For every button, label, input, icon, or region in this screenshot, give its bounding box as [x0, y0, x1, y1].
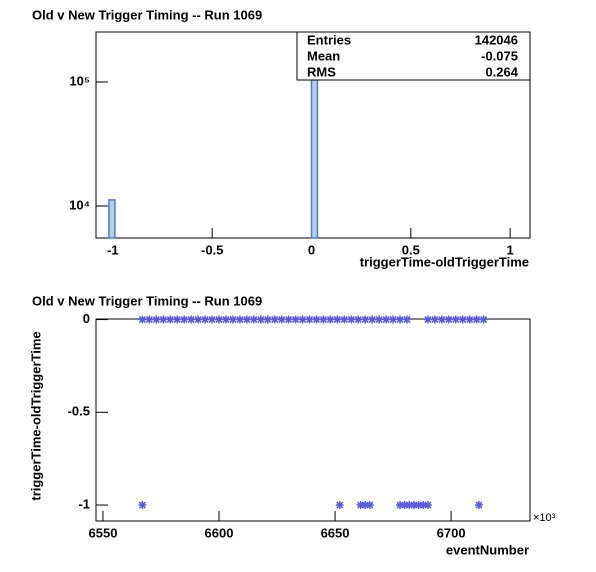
x-tick-label: 6700	[437, 525, 466, 540]
y-tick-label: -1	[78, 496, 90, 511]
point	[405, 501, 414, 510]
point	[152, 315, 161, 324]
chart-title: Old v New Trigger Timing -- Run 1069	[32, 7, 262, 22]
point	[291, 315, 300, 324]
point	[263, 315, 272, 324]
point	[159, 315, 168, 324]
point	[437, 315, 446, 324]
point	[145, 315, 154, 324]
x-tick-label: 1	[507, 242, 514, 257]
point	[400, 501, 409, 510]
point	[479, 315, 488, 324]
stats-value: 0.264	[485, 64, 518, 79]
point	[396, 315, 405, 324]
stats-label: Mean	[307, 48, 340, 63]
x-tick-label: 6550	[89, 525, 118, 540]
point	[382, 315, 391, 324]
point	[389, 315, 398, 324]
point	[208, 315, 217, 324]
point	[409, 501, 418, 510]
stats-label: Entries	[307, 32, 351, 47]
point	[375, 315, 384, 324]
x-axis-label: eventNumber	[446, 542, 529, 557]
point	[361, 315, 370, 324]
point	[458, 315, 467, 324]
point	[242, 315, 251, 324]
point	[365, 501, 374, 510]
point	[201, 315, 210, 324]
point	[340, 315, 349, 324]
x-tick-label: -1	[107, 242, 119, 257]
point	[277, 315, 286, 324]
point	[187, 315, 196, 324]
point	[474, 501, 483, 510]
point	[451, 315, 460, 324]
point	[249, 315, 258, 324]
point	[361, 501, 370, 510]
point	[368, 315, 377, 324]
point	[414, 501, 423, 510]
point	[256, 315, 265, 324]
point	[173, 315, 182, 324]
point	[444, 315, 453, 324]
x-tick-label: 0.5	[402, 242, 420, 257]
point	[319, 315, 328, 324]
x-axis-label: triggerTime-oldTriggerTime	[360, 254, 529, 269]
x-tick-label: 6600	[205, 525, 234, 540]
point	[221, 315, 230, 324]
point	[347, 315, 356, 324]
point	[305, 315, 314, 324]
point	[326, 315, 335, 324]
stats-box	[296, 31, 531, 81]
y-tick-label: 10⁵	[69, 73, 90, 88]
point	[228, 315, 237, 324]
point	[215, 315, 224, 324]
point	[423, 501, 432, 510]
point	[333, 315, 342, 324]
x-tick-label: -0.5	[201, 242, 223, 257]
y-axis-label: triggerTime-oldTriggerTime	[28, 331, 43, 500]
point	[402, 315, 411, 324]
point	[180, 315, 189, 324]
y-tick-label: 0	[83, 311, 90, 326]
point	[138, 501, 147, 510]
x-tick-label: 6650	[321, 525, 350, 540]
point	[430, 315, 439, 324]
point	[423, 315, 432, 324]
y-tick-label: 10⁴	[69, 197, 90, 212]
chart-title: Old v New Trigger Timing -- Run 1069	[32, 293, 262, 308]
point	[472, 315, 481, 324]
stats-label: RMS	[307, 64, 336, 79]
point	[298, 315, 307, 324]
point	[419, 501, 428, 510]
point	[138, 315, 147, 324]
stats-value: -0.075	[481, 48, 518, 63]
point	[465, 315, 474, 324]
point	[312, 315, 321, 324]
point	[396, 501, 405, 510]
point	[270, 315, 279, 324]
plot-frame	[95, 318, 531, 522]
point	[354, 315, 363, 324]
bar	[310, 66, 319, 239]
bar	[108, 199, 116, 239]
point	[194, 315, 203, 324]
point	[235, 315, 244, 324]
y-tick-label: -0.5	[68, 404, 90, 419]
x-tick-label: 0	[308, 242, 315, 257]
stats-value: 142046	[475, 32, 518, 47]
x-exponent: ×10³	[533, 512, 556, 524]
point	[356, 501, 365, 510]
point	[284, 315, 293, 324]
point	[166, 315, 175, 324]
point	[335, 501, 344, 510]
